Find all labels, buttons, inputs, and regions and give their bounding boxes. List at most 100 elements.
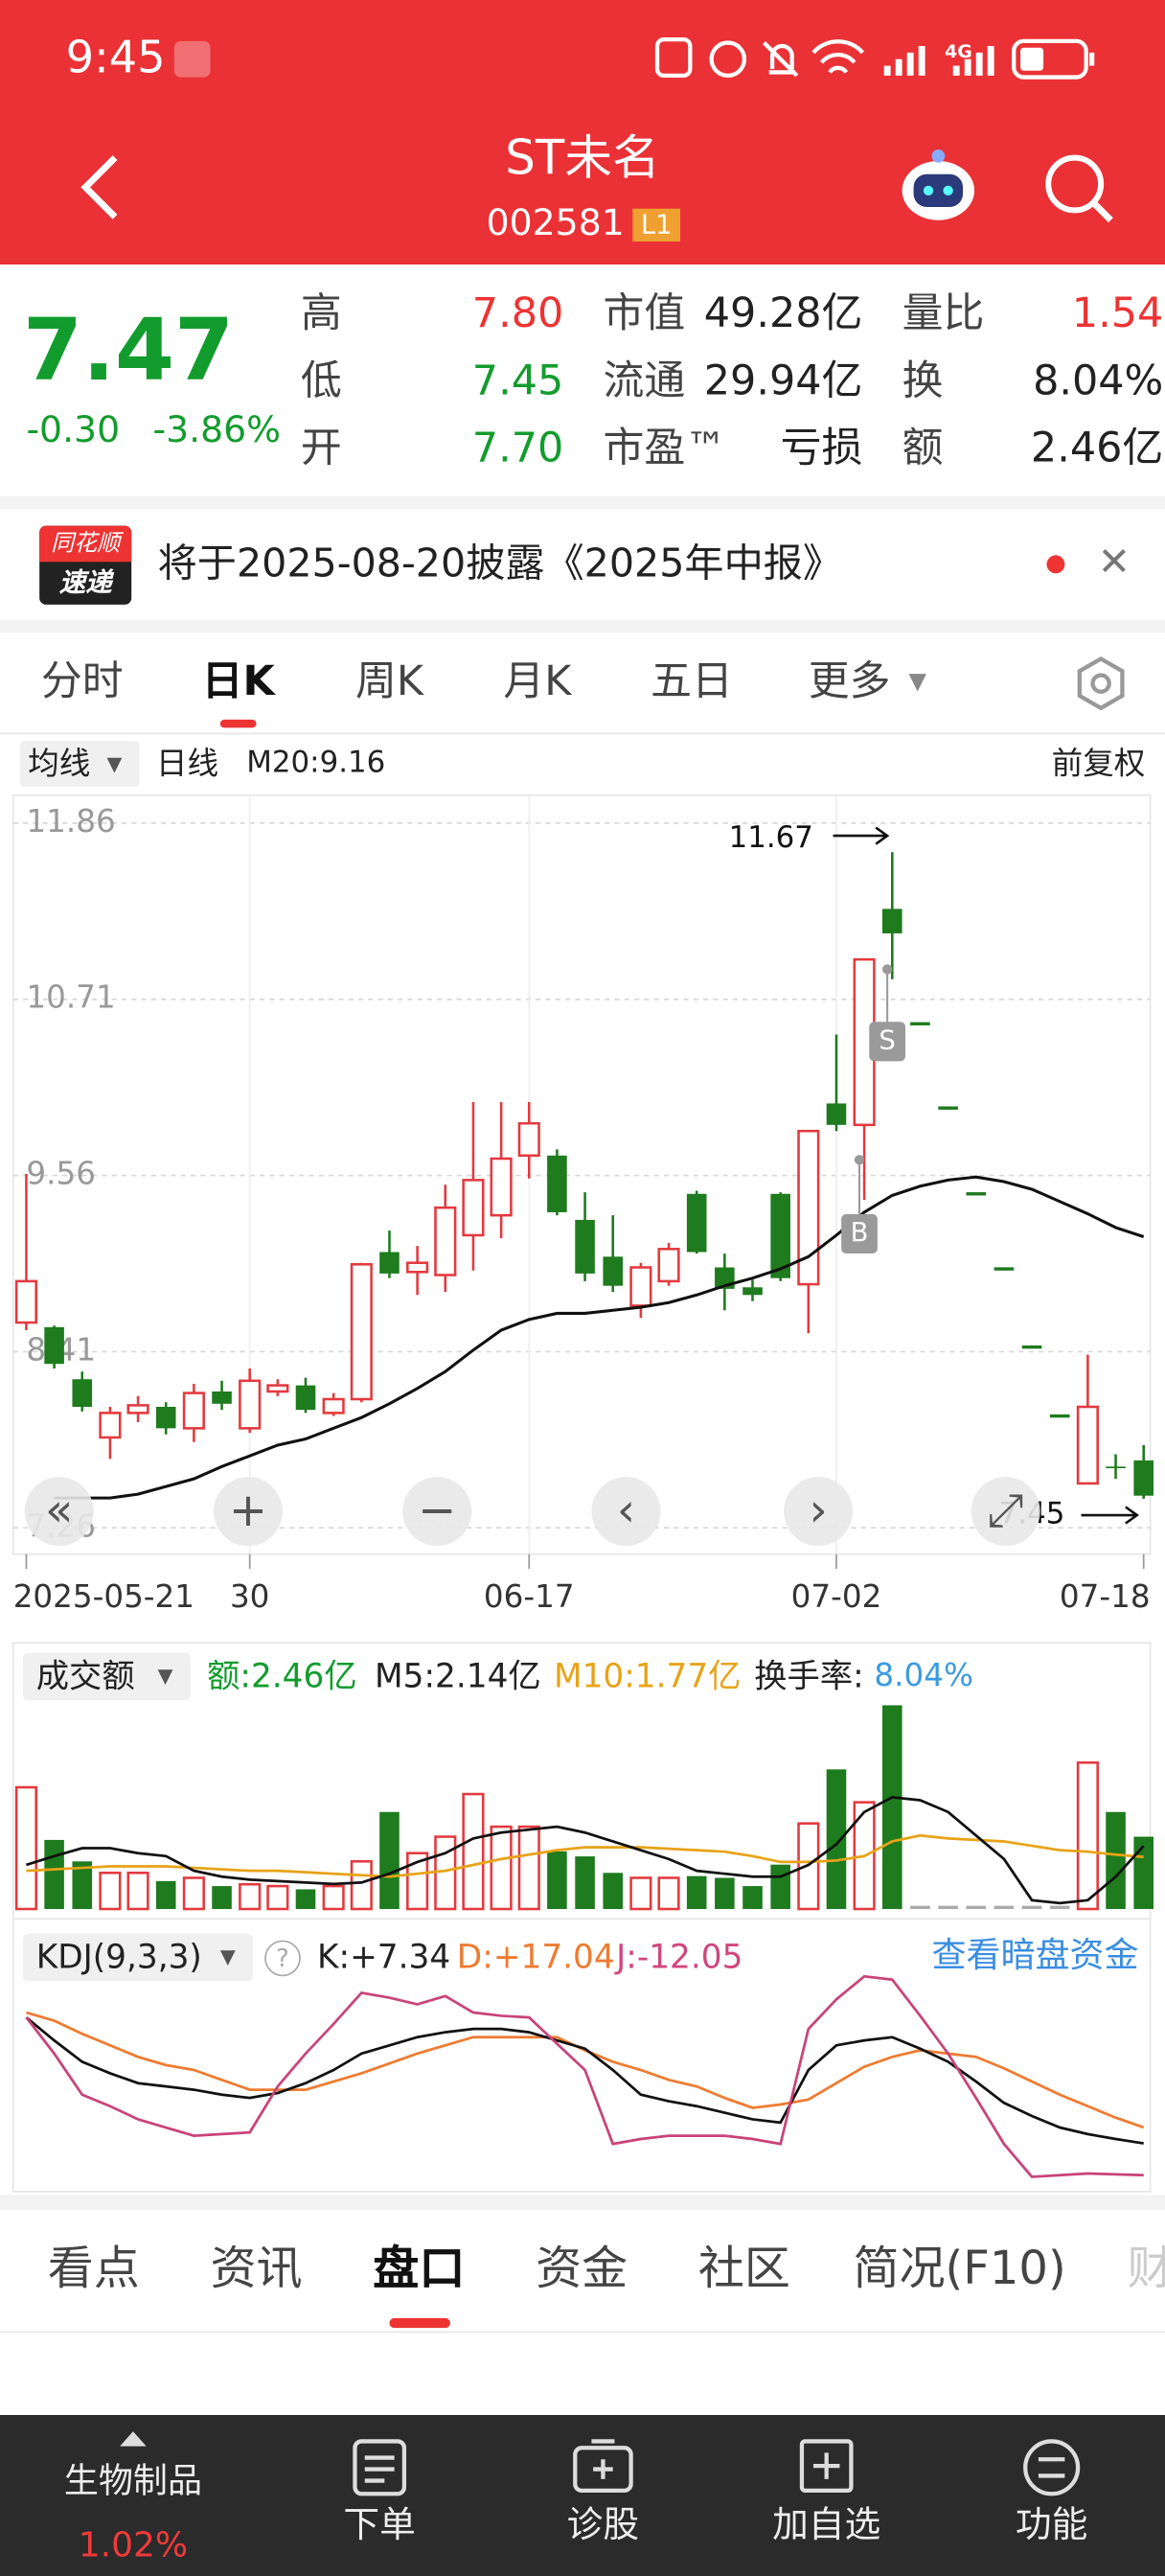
candle-body	[1076, 1405, 1099, 1485]
detail-tab[interactable]: 资金	[536, 2241, 628, 2295]
volume-bar	[517, 1825, 540, 1911]
chart-control[interactable]	[402, 1477, 472, 1547]
candle-body	[14, 1279, 38, 1324]
candle-body	[155, 1406, 176, 1429]
chart-control[interactable]	[24, 1477, 94, 1547]
dropdown-arrow: ▼	[157, 1664, 173, 1688]
status-time: 9:45	[65, 33, 166, 84]
adjust-mode[interactable]: 前复权	[1051, 746, 1146, 783]
candle-body	[547, 1155, 567, 1212]
ma-selector[interactable]	[19, 741, 140, 788]
volume-bar	[686, 1875, 707, 1910]
detail-tab[interactable]: 简况(F10)	[853, 2241, 1066, 2295]
kline-type: 日线	[155, 746, 219, 783]
candle-body	[212, 1391, 232, 1404]
volume-bar	[155, 1880, 176, 1910]
field-value: 7.70	[471, 424, 564, 472]
chart-control[interactable]	[213, 1477, 283, 1547]
candle-body	[350, 1263, 373, 1401]
turnover-value: 8.04%	[874, 1657, 973, 1694]
detail-tab-indicator	[389, 2317, 450, 2329]
volume-bar	[490, 1825, 513, 1911]
turnover-label: 换手率:	[754, 1656, 864, 1696]
min-arrow	[1081, 1506, 1140, 1525]
kdj-selector[interactable]	[23, 1933, 254, 1982]
change-pct: -3.86%	[152, 410, 281, 452]
candle-body	[406, 1261, 429, 1274]
notice-dot	[1046, 555, 1065, 574]
volume-bar	[966, 1905, 987, 1910]
detail-tab[interactable]: 社区	[697, 2241, 790, 2295]
candle-body	[434, 1206, 457, 1276]
divider	[0, 732, 1165, 735]
volume-bar	[882, 1705, 902, 1910]
period-tab[interactable]: 分时	[40, 656, 124, 705]
candle-body	[910, 1022, 930, 1026]
signal-label: S	[879, 1025, 895, 1055]
volume-bar	[239, 1882, 262, 1911]
sector-name[interactable]: 生物制品	[63, 2461, 202, 2501]
x-tick-label: 2025-05-21	[13, 1578, 194, 1615]
volume-bar	[44, 1839, 64, 1910]
field-label: 换	[902, 356, 944, 404]
period-tab[interactable]: 五日	[651, 656, 733, 705]
notice-text[interactable]: 将于2025-08-20披露《2025年中报》	[157, 540, 843, 587]
chart-control-icon: ›	[810, 1484, 828, 1537]
amount-label: 额:2.46亿	[207, 1656, 357, 1696]
settings-icon[interactable]	[1071, 654, 1131, 713]
period-tab[interactable]: 日K	[201, 656, 275, 705]
volume-bar	[1021, 1905, 1042, 1910]
candle-body	[266, 1384, 289, 1393]
bottom-nav	[0, 2415, 1165, 2576]
field-label: 低	[300, 356, 342, 404]
kdj-help[interactable]: ?	[264, 1940, 301, 1977]
divider	[0, 495, 1165, 510]
volume-bar	[575, 1856, 595, 1910]
period-tab[interactable]: 月K	[503, 656, 572, 705]
chart-control[interactable]	[971, 1477, 1040, 1547]
period-tab[interactable]: 周K	[354, 656, 423, 705]
nav-item[interactable]: 功能	[1015, 2505, 1088, 2547]
candle-body	[1133, 1460, 1154, 1496]
candle-body	[322, 1397, 345, 1414]
nav-item[interactable]: 加自选	[772, 2505, 881, 2547]
field-value: 亏损	[780, 424, 863, 472]
chart-control[interactable]	[784, 1477, 854, 1547]
detail-tab[interactable]: 盘口	[373, 2241, 466, 2295]
nav-item[interactable]: 诊股	[566, 2505, 640, 2547]
nav-item[interactable]: 下单	[343, 2505, 416, 2547]
volume-bar	[266, 1884, 289, 1911]
status-network: 4G	[945, 40, 972, 63]
notice-close[interactable]: ✕	[1097, 539, 1131, 586]
candle-body	[517, 1121, 540, 1158]
volume-bar	[72, 1861, 93, 1910]
chart-control[interactable]	[591, 1477, 661, 1547]
field-label: 高	[300, 288, 342, 337]
volume-selector[interactable]	[23, 1652, 191, 1701]
volume-bar	[910, 1905, 930, 1910]
volume-bar	[715, 1877, 735, 1910]
dark-pool-link[interactable]: 查看暗盘资金	[931, 1935, 1139, 1975]
k-line	[25, 2016, 1144, 2145]
tab-indicator	[219, 719, 257, 728]
detail-tab[interactable]: 看点	[47, 2241, 140, 2295]
max-label: 11.67	[729, 820, 813, 855]
volume-bar	[462, 1792, 485, 1911]
x-tick-label: 07-02	[791, 1578, 882, 1615]
volume-bar	[406, 1852, 429, 1911]
kdj-title: KDJ(9,3,3)	[35, 1937, 202, 1977]
candle-body	[1106, 1466, 1126, 1469]
m5-label: M5:2.14亿	[375, 1656, 541, 1696]
volume-bar	[1049, 1905, 1070, 1910]
candle-body	[629, 1266, 652, 1307]
field-label: 量比	[902, 288, 985, 337]
detail-tab[interactable]: 财	[1036, 2245, 1165, 2291]
k-label: K:+7.34	[317, 1937, 451, 1977]
volume-bar	[629, 1876, 652, 1911]
candle-body	[182, 1392, 205, 1430]
detail-tab[interactable]: 资讯	[210, 2241, 303, 2295]
period-tab[interactable]: 更多	[808, 656, 891, 705]
candle-body	[882, 908, 902, 933]
max-arrow	[833, 826, 890, 845]
